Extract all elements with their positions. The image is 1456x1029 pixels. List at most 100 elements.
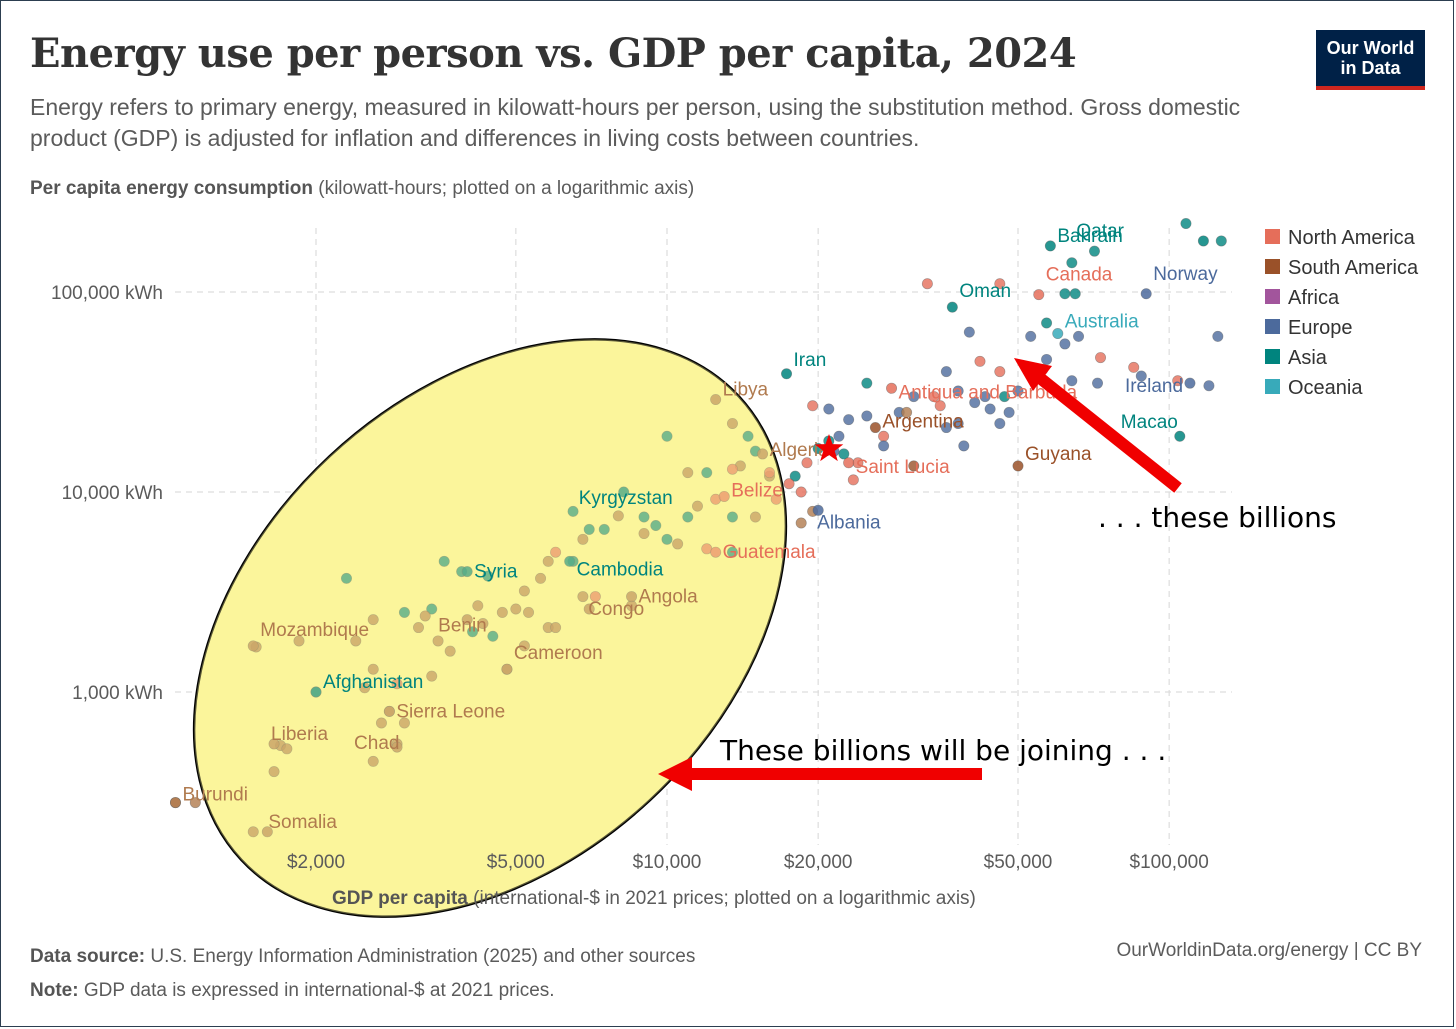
data-point-33	[861, 410, 873, 422]
country-label-23: Benin	[438, 616, 487, 637]
data-point-23	[984, 403, 996, 415]
data-point-44	[974, 355, 986, 367]
data-point-83	[638, 528, 650, 540]
data-point-135	[268, 766, 280, 778]
data-point-41	[861, 377, 873, 389]
data-point-13	[1128, 361, 1140, 373]
labeled-point-5	[1052, 328, 1064, 340]
labeled-point-24	[247, 640, 259, 652]
owid-logo[interactable]: Our World in Data	[1316, 30, 1425, 90]
data-source-label: Data source:	[30, 946, 146, 967]
labeled-point-25	[501, 663, 513, 675]
legend-label-1: South America	[1288, 257, 1419, 279]
footer-source: Data source: U.S. Energy Information Adm…	[30, 940, 695, 1008]
data-point-129	[398, 717, 410, 729]
country-label-17: Kyrgyzstan	[579, 488, 673, 509]
labeled-point-31	[261, 826, 273, 838]
data-point-102	[496, 606, 508, 618]
data-point-112	[426, 603, 438, 615]
data-point-82	[612, 510, 624, 522]
labeled-point-18	[710, 546, 722, 558]
country-label-3: Norway	[1153, 264, 1218, 285]
data-point-28	[940, 422, 952, 434]
arrow-diag-shaft	[1036, 373, 1182, 493]
data-point-80	[650, 519, 662, 531]
data-point-35	[833, 430, 845, 442]
data-point-98	[510, 603, 522, 615]
data-point-71	[691, 500, 703, 512]
y-tick-label-2: 100,000 kWh	[51, 283, 163, 304]
data-source-text: U.S. Energy Information Administration (…	[145, 946, 696, 967]
legend-label-2: Africa	[1288, 287, 1340, 309]
data-point-69	[682, 467, 694, 479]
data-point-87	[567, 505, 579, 517]
note-text: GDP data is expressed in international-$…	[78, 980, 555, 1001]
data-point-95	[518, 585, 530, 597]
labeled-point-19	[564, 555, 576, 567]
labeled-point-1	[1044, 240, 1056, 252]
labeled-point-11	[843, 457, 855, 469]
data-point-54	[823, 403, 835, 415]
annotation-left: These billions will be joining . . .	[719, 734, 1166, 767]
data-point-138	[247, 826, 259, 838]
data-point-74	[726, 511, 738, 523]
legend: North America South America Africa Europe As…	[1265, 227, 1419, 399]
data-point-5	[994, 278, 1006, 290]
country-label-14: Libya	[723, 380, 769, 401]
labeled-point-29	[391, 741, 403, 753]
labeled-point-27	[383, 705, 395, 717]
data-point-79	[638, 511, 650, 523]
data-point-58	[789, 470, 801, 482]
data-point-123	[350, 635, 362, 647]
logo-line-1: Our World	[1326, 38, 1415, 58]
data-point-62	[795, 517, 807, 529]
data-point-20	[963, 326, 975, 338]
x-tick-label-4: $50,000	[984, 852, 1053, 873]
data-point-97	[589, 591, 601, 603]
x-tick-label-5: $100,000	[1130, 852, 1209, 873]
country-label-18: Guatemala	[723, 542, 816, 563]
data-point-48	[878, 440, 890, 452]
data-point-38	[847, 474, 859, 486]
data-point-117	[467, 626, 479, 638]
highlight-ellipse	[192, 338, 788, 918]
labeled-point-6	[1184, 377, 1196, 389]
country-label-16: Belize	[731, 480, 783, 501]
labeled-point-22	[583, 603, 595, 615]
data-point-126	[391, 678, 403, 690]
labeled-point-14	[710, 394, 722, 406]
country-label-6: Ireland	[1125, 376, 1183, 397]
x-axis-title-rest: (international-$ in 2021 prices; plotted…	[468, 888, 976, 909]
data-point-43	[940, 366, 952, 378]
labeled-point-15	[757, 448, 769, 460]
data-point-96	[577, 591, 589, 603]
country-label-1: Bahrain	[1057, 226, 1123, 247]
country-label-9: Argentina	[882, 412, 964, 433]
legend-label-3: Europe	[1288, 317, 1353, 339]
data-point-118	[398, 606, 410, 618]
data-point-56	[807, 400, 819, 412]
data-point-47	[934, 400, 946, 412]
data-point-2	[1088, 245, 1100, 257]
data-point-0	[1215, 235, 1227, 247]
data-point-18	[1092, 377, 1104, 389]
x-tick-label-3: $20,000	[784, 852, 853, 873]
annotation-right: . . . these billions	[1098, 501, 1336, 534]
labeled-point-7	[781, 368, 793, 380]
data-point-7	[1069, 288, 1081, 300]
data-point-99	[523, 606, 535, 618]
country-label-0: Qatar	[1076, 221, 1124, 242]
data-point-4	[1059, 288, 1071, 300]
data-point-10	[1059, 338, 1071, 350]
data-point-8	[1041, 317, 1053, 329]
labeled-point-8	[886, 382, 898, 394]
data-point-130	[375, 717, 387, 729]
footer-link[interactable]: OurWorldinData.org/energy | CC BY	[1116, 940, 1422, 961]
labeled-point-16	[718, 490, 730, 502]
data-point-78	[726, 463, 738, 475]
labeled-point-21	[626, 591, 638, 603]
country-label-2: Canada	[1046, 265, 1113, 286]
x-tick-label-2: $10,000	[633, 852, 702, 873]
data-point-70	[661, 430, 673, 442]
